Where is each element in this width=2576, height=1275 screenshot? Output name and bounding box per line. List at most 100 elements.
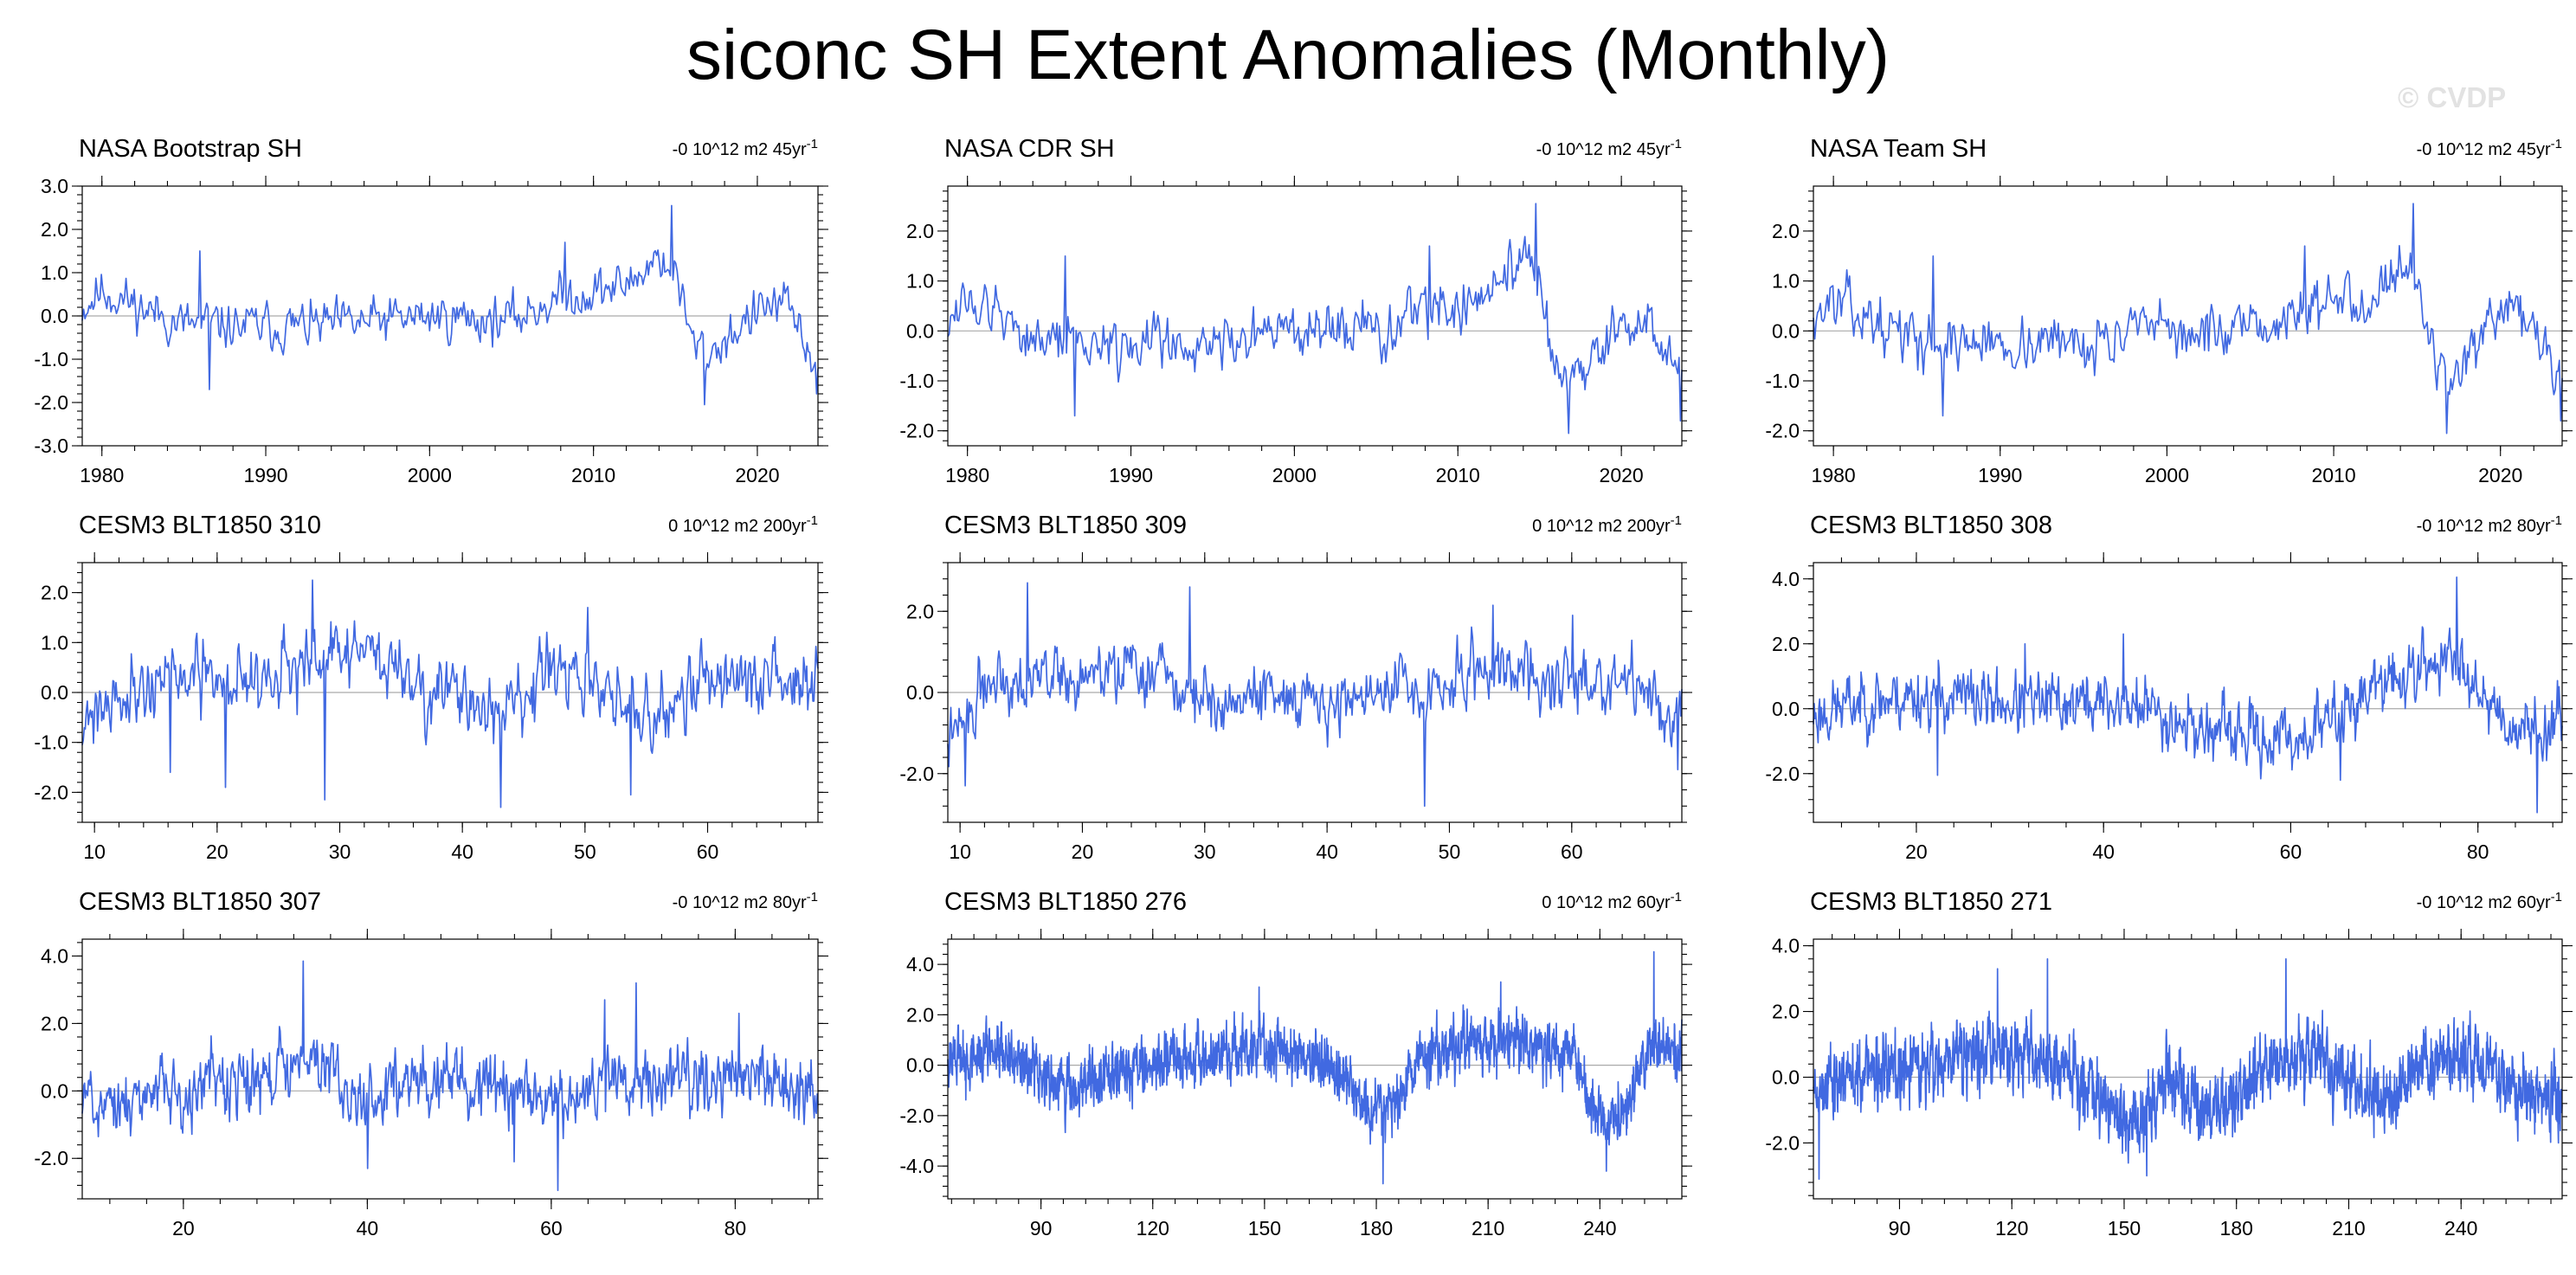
panel-title: CESM3 BLT1850 309: [944, 512, 1187, 539]
panel-title: CESM3 BLT1850 276: [944, 888, 1187, 916]
x-tick-label: 20: [206, 840, 229, 863]
x-tick-label: 2000: [1272, 464, 1317, 486]
x-tick-label: 120: [1995, 1217, 2028, 1240]
chart-panel-8: CESM3 BLT1850 276 0 10^12 m2 60yr-1 -4.0 -2…: [899, 888, 1692, 1240]
y-tick-label: -1.0: [899, 370, 934, 392]
x-tick-label: 90: [1030, 1217, 1053, 1240]
x-tick-label: 1980: [1812, 464, 1856, 486]
y-tick-label: 4.0: [906, 953, 934, 976]
x-tick-label: 2010: [2311, 464, 2355, 486]
plot-frame: [1813, 185, 2563, 447]
y-tick-label: 2.0: [1772, 1001, 1800, 1023]
y-tick-label: -1.0: [34, 348, 68, 370]
plot-frame: [947, 185, 1683, 447]
chart-panel-9: CESM3 BLT1850 271 -0 10^12 m2 60yr-1 -2.0 0…: [1765, 888, 2573, 1240]
y-tick-label: 1.0: [41, 261, 68, 284]
x-tick-label: 240: [2444, 1217, 2477, 1240]
y-tick-label: 0.0: [1772, 698, 1800, 720]
x-tick-label: 180: [1360, 1217, 1393, 1240]
y-tick-label: 2.0: [906, 220, 934, 242]
series-line: [81, 204, 819, 406]
x-tick-label: 20: [172, 1217, 195, 1240]
panel-title: CESM3 BLT1850 271: [1810, 888, 2052, 916]
chart-panel-5: CESM3 BLT1850 309 0 10^12 m2 200yr-1 -2.0 0…: [899, 512, 1692, 863]
y-tick-label: 0.0: [41, 1079, 68, 1102]
y-tick-label: -2.0: [34, 781, 68, 803]
chart-panel-6: CESM3 BLT1850 308 -0 10^12 m2 80yr-1 -2.0 0…: [1765, 512, 2573, 863]
x-tick-label: 40: [1316, 840, 1338, 863]
trend-label: -0 10^12 m2 80yr-1: [673, 890, 818, 912]
trend-label: -0 10^12 m2 45yr-1: [673, 137, 818, 159]
x-tick-label: 60: [540, 1217, 563, 1240]
x-tick-label: 240: [1583, 1217, 1616, 1240]
x-tick-label: 120: [1137, 1217, 1169, 1240]
x-tick-label: 1980: [80, 464, 124, 486]
x-tick-label: 210: [2332, 1217, 2365, 1240]
trend-label: -0 10^12 m2 45yr-1: [2417, 137, 2562, 159]
figure-title: siconc SH Extent Anomalies (Monthly): [686, 16, 1890, 94]
plot-frame: [1813, 938, 2563, 1200]
series-line: [1813, 957, 2563, 1181]
x-tick-label: 180: [2220, 1217, 2253, 1240]
y-tick-label: -1.0: [34, 731, 68, 754]
series-line: [81, 960, 819, 1192]
y-tick-label: 4.0: [1772, 935, 1800, 957]
panel-title: NASA Team SH: [1810, 135, 1987, 163]
x-tick-label: 20: [1905, 840, 1928, 863]
series-line: [81, 579, 819, 808]
y-tick-label: 1.0: [906, 270, 934, 293]
chart-panel-3: NASA Team SH -0 10^12 m2 45yr-1 -2.0 -1.0 0.…: [1765, 135, 2573, 486]
x-tick-label: 2020: [1600, 464, 1644, 486]
y-tick-label: 0.0: [906, 319, 934, 342]
y-tick-label: 0.0: [41, 305, 68, 327]
x-tick-label: 10: [83, 840, 106, 863]
x-tick-label: 40: [451, 840, 473, 863]
y-tick-label: -2.0: [1765, 763, 1800, 785]
chart-panel-1: NASA Bootstrap SH -0 10^12 m2 45yr-1 -3.0 -…: [34, 135, 828, 486]
x-tick-label: 80: [2467, 840, 2489, 863]
y-tick-label: -2.0: [34, 1147, 68, 1169]
y-tick-label: 2.0: [906, 600, 934, 622]
x-tick-label: 1990: [1109, 464, 1153, 486]
plot-frame: [947, 938, 1683, 1200]
y-tick-label: 0.0: [906, 681, 934, 704]
x-tick-label: 60: [2280, 840, 2302, 863]
trend-label: 0 10^12 m2 200yr-1: [668, 513, 818, 536]
y-tick-label: -2.0: [1765, 420, 1800, 442]
x-tick-label: 60: [1561, 840, 1583, 863]
series-line: [1813, 576, 2563, 814]
series-line: [947, 582, 1683, 808]
y-tick-label: 0.0: [1772, 1066, 1800, 1088]
series-line: [1813, 203, 2563, 435]
y-tick-label: 3.0: [41, 175, 68, 197]
x-tick-label: 20: [1072, 840, 1094, 863]
x-tick-label: 1980: [945, 464, 989, 486]
y-tick-label: 2.0: [41, 582, 68, 604]
y-tick-label: 0.0: [41, 681, 68, 704]
y-tick-label: -3.0: [34, 435, 68, 457]
y-tick-label: 4.0: [1772, 568, 1800, 590]
panel-title: NASA CDR SH: [944, 135, 1115, 163]
chart-panel-2: NASA CDR SH -0 10^12 m2 45yr-1 -2.0 -1.0 0.0…: [899, 135, 1692, 486]
x-tick-label: 2000: [2145, 464, 2189, 486]
y-tick-label: 1.0: [1772, 270, 1800, 293]
y-tick-label: -2.0: [34, 391, 68, 414]
trend-label: 0 10^12 m2 200yr-1: [1532, 513, 1682, 536]
panel-title: CESM3 BLT1850 307: [79, 888, 321, 916]
x-tick-label: 150: [1248, 1217, 1281, 1240]
y-tick-label: 2.0: [1772, 220, 1800, 242]
x-tick-label: 2020: [2478, 464, 2522, 486]
y-tick-label: -2.0: [899, 1104, 934, 1127]
y-tick-label: 2.0: [1772, 633, 1800, 655]
y-tick-label: 2.0: [906, 1003, 934, 1026]
chart-panel-7: CESM3 BLT1850 307 -0 10^12 m2 80yr-1 -2.0 0…: [34, 888, 828, 1240]
series-line: [947, 950, 1683, 1185]
x-tick-label: 2020: [735, 464, 779, 486]
plot-frame: [81, 938, 819, 1200]
x-tick-label: 1990: [243, 464, 287, 486]
trend-label: -0 10^12 m2 80yr-1: [2417, 513, 2562, 536]
chart-panel-4: CESM3 BLT1850 310 0 10^12 m2 200yr-1 -2.0 -…: [34, 512, 828, 863]
x-tick-label: 30: [1194, 840, 1216, 863]
y-tick-label: 0.0: [906, 1054, 934, 1077]
